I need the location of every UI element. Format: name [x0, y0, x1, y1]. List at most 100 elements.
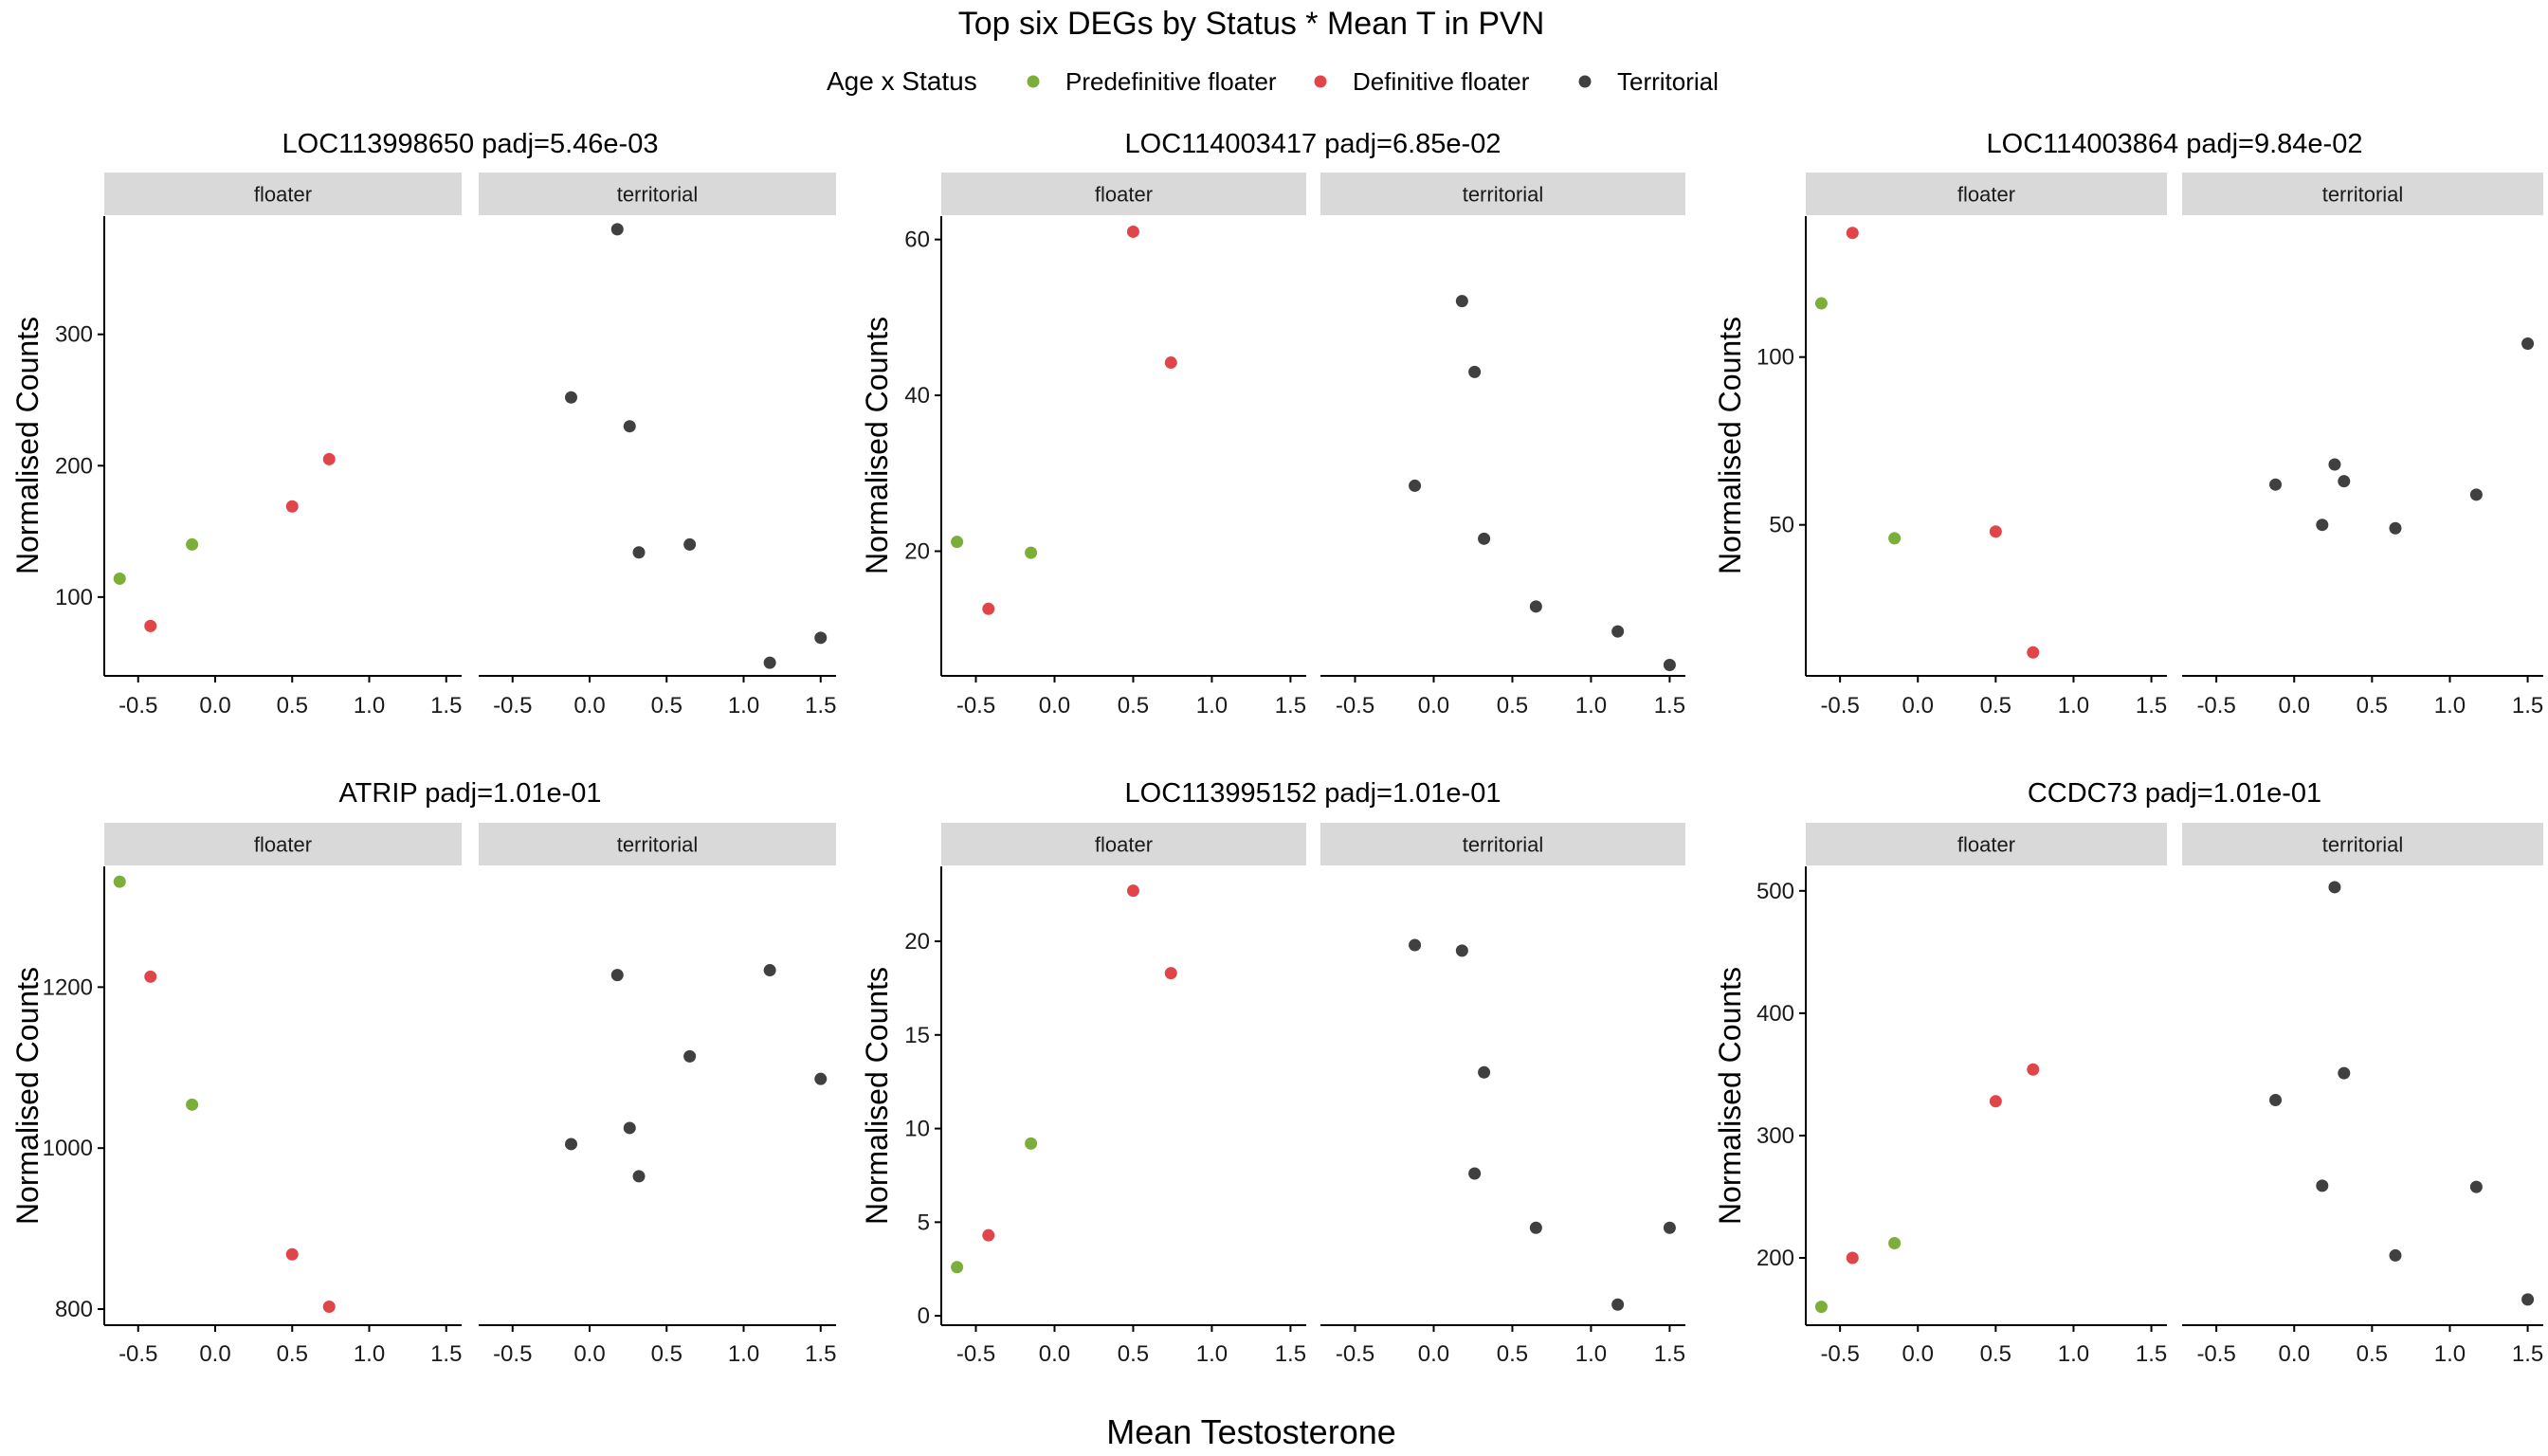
x-tick-label: 1.5	[2136, 693, 2167, 719]
facet-floater: floater -0.5 0.0 0.5 1.0 1.5	[941, 173, 1306, 719]
data-point-pre	[951, 536, 964, 549]
data-point-ter	[1663, 1221, 1676, 1234]
x-tick-label: 1.5	[2512, 693, 2543, 719]
x-tick-label: 1.0	[2434, 1341, 2466, 1367]
x-tick-label: 1.5	[430, 1341, 462, 1367]
data-point-ter	[1468, 1167, 1482, 1180]
facet-strip	[941, 173, 1306, 215]
y-axis-label: Normalised Counts	[10, 317, 45, 574]
x-tick-label: -0.5	[118, 1341, 157, 1367]
facet-territorial: territorial -0.5 0.0 0.5 1.0 1.5	[1320, 173, 1685, 719]
y-tick-label: 300	[55, 322, 93, 348]
x-tick-label: -0.5	[956, 693, 995, 719]
facet-strip-label: floater	[254, 833, 312, 857]
data-point-ter	[2521, 1293, 2535, 1306]
facet-strip-label: territorial	[1463, 833, 1544, 857]
facet-strip-label: floater	[1095, 833, 1153, 857]
y-tick-label: 200	[55, 453, 93, 479]
facet-strip	[1320, 823, 1685, 865]
data-point-def	[2027, 646, 2040, 659]
facet-floater: floater -0.5 0.0 0.5 1.0 1.5	[941, 823, 1306, 1367]
data-point-ter	[623, 1121, 636, 1135]
x-tick-label: 1.0	[354, 693, 385, 719]
data-point-pre	[1814, 1301, 1828, 1314]
x-tick-label: -0.5	[2196, 693, 2235, 719]
data-point-ter	[2328, 458, 2341, 471]
panel-1: LOC113998650 padj=5.46e-03 Normalised Cou…	[10, 129, 836, 719]
data-point-ter	[2269, 1094, 2283, 1107]
x-tick-label: 1.5	[2136, 1341, 2167, 1367]
facet-strip-label: territorial	[617, 833, 699, 857]
data-point-pre	[113, 572, 126, 585]
x-tick-label: 1.5	[805, 693, 836, 719]
data-point-ter	[1663, 658, 1676, 671]
y-axis-label: Normalised Counts	[1713, 967, 1747, 1225]
x-tick-label: -0.5	[956, 1341, 995, 1367]
x-tick-label: -0.5	[493, 693, 532, 719]
data-point-ter	[683, 537, 697, 551]
data-point-def	[144, 619, 157, 632]
panel-6: CCDC73 padj=1.01e-01 Normalised Counts 200…	[1713, 778, 2543, 1367]
panel-title: CCDC73 padj=1.01e-01	[2028, 778, 2321, 809]
x-tick-label: 0.5	[1980, 693, 2011, 719]
facet-territorial: territorial -0.5 0.0 0.5 1.0 1.5	[2182, 173, 2543, 719]
x-tick-label: 1.0	[728, 693, 759, 719]
x-tick-label: 1.0	[1575, 693, 1607, 719]
x-tick-label: 0.0	[1418, 693, 1449, 719]
facet-strip-label: floater	[254, 183, 312, 207]
legend-title: Age x Status	[827, 66, 977, 96]
x-tick-label: -0.5	[118, 693, 157, 719]
data-point-ter	[1529, 600, 1542, 613]
y-tick-label: 40	[904, 383, 930, 409]
x-tick-label: 1.0	[2058, 693, 2089, 719]
data-point-def	[982, 602, 995, 615]
panel-title: LOC113998650 padj=5.46e-03	[282, 129, 659, 159]
data-point-ter	[2389, 1248, 2402, 1262]
facet-strip	[104, 823, 462, 865]
data-point-ter	[610, 969, 624, 982]
facet-floater: floater -0.5 0.0 0.5 1.0 1.5	[1806, 173, 2167, 719]
data-point-def	[1126, 225, 1139, 238]
x-tick-label: -0.5	[1336, 693, 1374, 719]
y-tick-label: 400	[1756, 1001, 1794, 1027]
panel-4: ATRIP padj=1.01e-01 Normalised Counts 800 1…	[10, 778, 836, 1367]
facet-strip-label: territorial	[2322, 183, 2404, 207]
data-point-def	[285, 500, 299, 513]
panel-title: LOC114003417 padj=6.85e-02	[1125, 129, 1502, 159]
y-tick-label: 300	[1756, 1123, 1794, 1149]
facet-strip	[1806, 823, 2167, 865]
x-tick-label: 1.5	[1275, 693, 1306, 719]
data-point-def	[1989, 525, 2002, 538]
x-tick-label: 1.5	[1275, 1341, 1306, 1367]
facet-strip-label: territorial	[1463, 183, 1544, 207]
facet-floater: floater -0.5 0.0 0.5 1.0 1.5	[1806, 823, 2167, 1367]
data-point-def	[144, 970, 157, 983]
y-axis-label: Normalised Counts	[860, 317, 894, 574]
data-point-def	[982, 1228, 995, 1242]
x-tick-label: 0.0	[2279, 1341, 2310, 1367]
facet-strip	[2182, 173, 2543, 215]
x-tick-label: 1.0	[1575, 1341, 1607, 1367]
facet-strip	[2182, 823, 2543, 865]
x-tick-label: 0.0	[573, 1341, 605, 1367]
x-tick-label: 1.0	[1196, 693, 1228, 719]
x-tick-label: 0.0	[1902, 1341, 1934, 1367]
panel-title: ATRIP padj=1.01e-01	[338, 778, 601, 809]
x-tick-label: 0.0	[199, 693, 230, 719]
panel-2: LOC114003417 padj=6.85e-02 Normalised Cou…	[860, 129, 1685, 719]
y-tick-label: 5	[918, 1210, 930, 1235]
y-tick-label: 500	[1756, 879, 1794, 904]
facet-territorial: territorial -0.5 0.0 0.5 1.0 1.5	[2182, 823, 2543, 1367]
data-point-ter	[763, 964, 776, 977]
x-tick-label: -0.5	[493, 1341, 532, 1367]
data-point-ter	[1409, 938, 1422, 952]
x-tick-label: 0.0	[1902, 693, 1934, 719]
data-point-ter	[1409, 479, 1422, 492]
y-axis-label: Normalised Counts	[1713, 317, 1747, 574]
data-point-def	[1164, 967, 1177, 980]
data-point-def	[1164, 356, 1177, 370]
facet-territorial: territorial -0.5 0.0 0.5 1.0 1.5	[1320, 823, 1685, 1367]
x-tick-label: 0.0	[1039, 1341, 1070, 1367]
data-point-ter	[2328, 881, 2341, 894]
data-point-pre	[1888, 532, 1902, 545]
